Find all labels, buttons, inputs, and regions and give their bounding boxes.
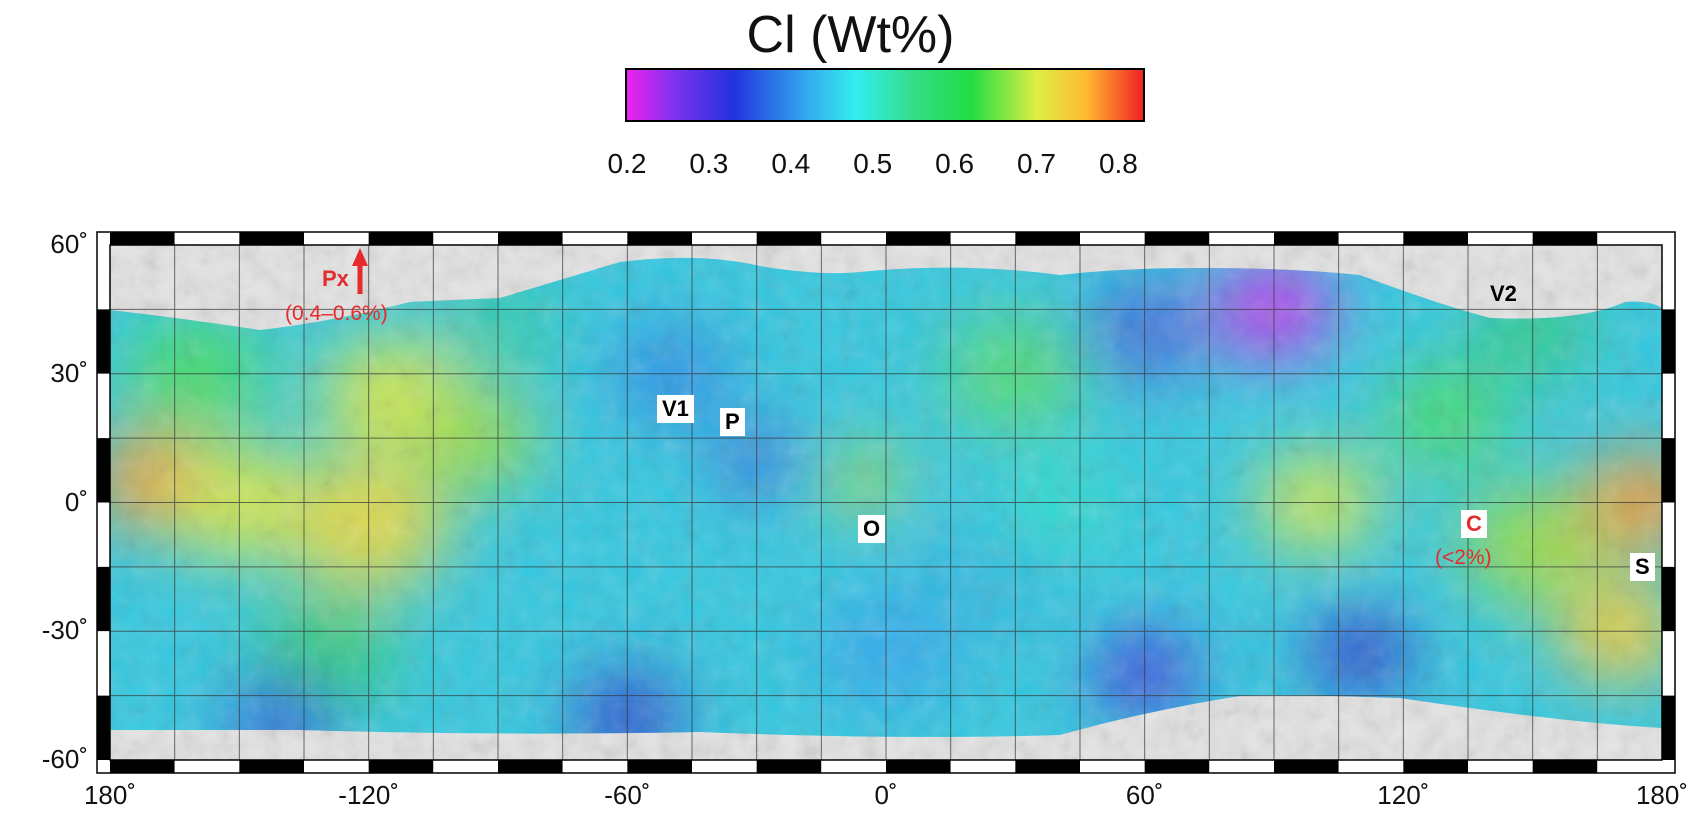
frame-segment xyxy=(110,232,175,245)
frame-segment xyxy=(1597,760,1662,773)
frame-segment xyxy=(1080,760,1145,773)
frame-segment xyxy=(1338,760,1404,773)
frame-segment xyxy=(562,232,628,245)
frame-segment xyxy=(1468,760,1533,773)
frame-segment xyxy=(1662,309,1675,374)
latitude-tick-label: 60˚ xyxy=(50,229,88,259)
frame-segment xyxy=(1403,760,1468,773)
label-p: P xyxy=(720,408,745,436)
map-title: Cl (Wt%) xyxy=(746,6,955,64)
frame-segment xyxy=(498,232,563,245)
longitude-tick-label: -120˚ xyxy=(338,780,400,810)
frame-segment xyxy=(174,760,240,773)
frame-segment xyxy=(950,232,1016,245)
frame-segment xyxy=(368,760,434,773)
label-px-range: (0.4–0.6%) xyxy=(285,302,388,325)
map-frame xyxy=(97,232,1675,773)
longitude-tick-label: -60˚ xyxy=(604,780,651,810)
colorbar-tick-label: 0.3 xyxy=(689,148,729,179)
label-px: Px xyxy=(322,266,349,291)
frame-segment xyxy=(239,760,304,773)
frame-segment xyxy=(562,760,628,773)
frame-segment xyxy=(97,502,110,567)
frame-segment xyxy=(304,232,369,245)
frame-segment xyxy=(886,232,951,245)
latitude-tick-label: -30˚ xyxy=(41,615,88,646)
colorbar xyxy=(625,68,1145,122)
label-c: C xyxy=(1461,510,1487,538)
frame-segment xyxy=(756,232,822,245)
frame-segment xyxy=(886,760,951,773)
frame-segment xyxy=(368,232,434,245)
frame-segment xyxy=(692,232,757,245)
latitude-tick-label: 30˚ xyxy=(50,357,88,388)
frame-segment xyxy=(304,760,369,773)
frame-segment xyxy=(1274,232,1339,245)
longitude-tick-label: 180˚ xyxy=(1635,780,1689,810)
longitude-tick-label: 120˚ xyxy=(1377,780,1430,810)
colorbar-tick-label: 0.8 xyxy=(1098,148,1138,179)
frame-segment xyxy=(433,232,498,245)
frame-segment xyxy=(1662,631,1675,696)
frame-segment xyxy=(1662,373,1675,439)
frame-segment xyxy=(692,760,757,773)
longitude-tick-label: 0˚ xyxy=(874,780,898,810)
map-outline xyxy=(96,231,1676,774)
frame-segment xyxy=(1338,232,1404,245)
frame-segment xyxy=(1144,760,1210,773)
px-arrow xyxy=(352,248,368,294)
frame-segment xyxy=(1015,232,1080,245)
frame-segment xyxy=(97,631,110,696)
label-s: S xyxy=(1630,553,1655,581)
colorbar-tick-label: 0.2 xyxy=(607,148,647,179)
frame-segment xyxy=(1532,232,1598,245)
frame-segment xyxy=(97,373,110,439)
frame-segment xyxy=(627,232,692,245)
frame-segment xyxy=(433,760,498,773)
frame-segment xyxy=(239,232,304,245)
frame-segment xyxy=(1662,502,1675,567)
label-v2: V2 xyxy=(1490,281,1517,306)
frame-segment xyxy=(97,566,110,632)
frame-segment xyxy=(821,232,886,245)
colorbar-tick-label: 0.6 xyxy=(935,148,975,179)
frame-segment xyxy=(1209,760,1274,773)
frame-segment xyxy=(756,760,822,773)
frame-segment xyxy=(97,438,110,503)
frame-segment xyxy=(1597,232,1662,245)
colorbar-tick-label: 0.4 xyxy=(771,148,811,179)
frame-segment xyxy=(1468,232,1533,245)
frame-segment xyxy=(498,760,563,773)
colorbar-tick-label: 0.7 xyxy=(1017,148,1056,179)
frame-segment xyxy=(97,695,110,760)
frame-segment xyxy=(110,760,175,773)
frame-segment xyxy=(1144,232,1210,245)
frame-segment xyxy=(1274,760,1339,773)
frame-segment xyxy=(1403,232,1468,245)
label-c-range: (<2%) xyxy=(1435,546,1492,569)
latitude-tick-label: 0˚ xyxy=(64,486,88,517)
longitude-tick-label: 180˚ xyxy=(83,780,137,810)
frame-segment xyxy=(1662,566,1675,632)
frame-segment xyxy=(97,245,110,310)
frame-segment xyxy=(1015,760,1080,773)
longitude-tick-label: 60˚ xyxy=(1125,780,1164,810)
frame-segment xyxy=(1662,438,1675,503)
frame-segment xyxy=(821,760,886,773)
frame-segment xyxy=(627,760,692,773)
label-v1: V1 xyxy=(657,395,694,423)
latitude-tick-label: -60˚ xyxy=(41,744,88,774)
frame-segment xyxy=(1209,232,1274,245)
frame-segment xyxy=(1532,760,1598,773)
frame-segment xyxy=(1662,695,1675,760)
frame-segment xyxy=(174,232,240,245)
frame-segment xyxy=(1662,245,1675,310)
colorbar-tick-label: 0.5 xyxy=(853,148,893,179)
label-o: O xyxy=(858,515,886,543)
frame-segment xyxy=(97,309,110,374)
frame-segment xyxy=(950,760,1016,773)
frame-segment xyxy=(1080,232,1145,245)
